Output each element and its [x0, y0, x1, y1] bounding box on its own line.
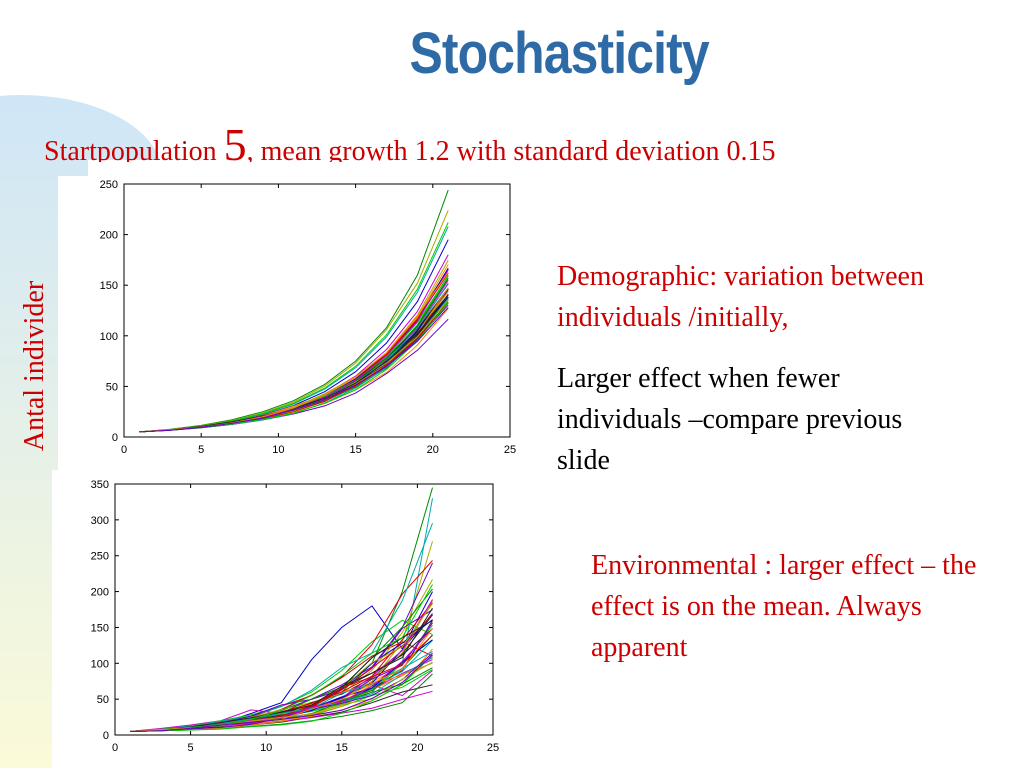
y-tick-label: 350 [91, 479, 109, 491]
note-demographic: Demographic: variation between individua… [557, 261, 924, 333]
plot-frame [114, 483, 494, 736]
y-tick-label: 250 [91, 551, 109, 563]
x-tick-label: 25 [487, 742, 499, 754]
note-larger-effect: Larger effect when fewer individuals –co… [557, 363, 903, 476]
subtitle-suffix: , mean growth 1.2 with standard deviatio… [246, 136, 776, 162]
y-tick-label: 250 [100, 179, 118, 191]
y-tick-label: 50 [97, 694, 109, 706]
x-tick-label: 20 [411, 742, 423, 754]
x-tick-label: 10 [260, 742, 272, 754]
x-tick-label: 15 [349, 444, 361, 456]
note-environmental: Environmental : larger effect – the effe… [591, 550, 977, 663]
x-tick-label: 25 [504, 444, 516, 456]
y-tick-label: 200 [91, 587, 109, 599]
y-tick-label: 100 [91, 658, 109, 670]
y-axis-caption: Antal individer [19, 280, 50, 452]
x-tick-label: 0 [112, 742, 118, 754]
slide-title: Stochasticity [409, 21, 710, 86]
series-line [139, 307, 449, 433]
series-line [130, 654, 433, 732]
y-tick-label: 100 [100, 331, 118, 343]
subtitle-prefix: Startpopulation [44, 136, 224, 162]
y-tick-label: 150 [100, 280, 118, 292]
y-tick-label: 150 [91, 622, 109, 634]
x-tick-label: 15 [336, 742, 348, 754]
subtitle: Startpopulation 5, mean growth 1.2 with … [44, 118, 974, 162]
x-tick-label: 5 [188, 742, 194, 754]
y-tick-label: 50 [106, 381, 118, 393]
x-tick-label: 0 [121, 444, 127, 456]
y-tick-label: 200 [100, 230, 118, 242]
x-tick-label: 20 [427, 444, 439, 456]
subtitle-start-value: 5 [223, 119, 247, 162]
series-line [130, 654, 433, 732]
y-tick-label: 0 [103, 730, 109, 742]
y-tick-label: 0 [112, 432, 118, 444]
series-line [130, 584, 433, 732]
y-tick-label: 300 [91, 515, 109, 527]
x-tick-label: 10 [272, 444, 284, 456]
x-tick-label: 5 [198, 444, 204, 456]
